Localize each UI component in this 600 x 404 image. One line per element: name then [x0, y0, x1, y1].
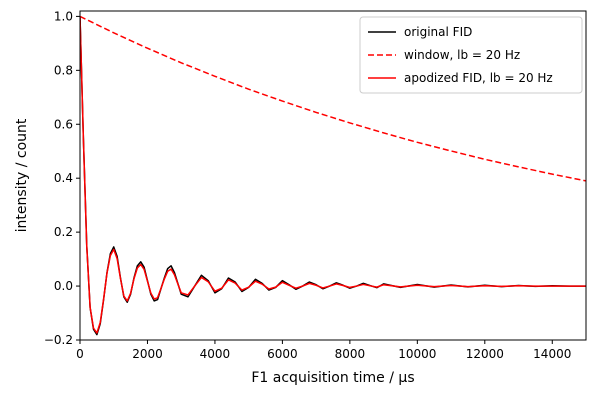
y-tick-label: 0.4: [54, 171, 73, 185]
legend-label: apodized FID, lb = 20 Hz: [404, 71, 553, 85]
plot-lines: [80, 15, 586, 336]
x-axis-label: F1 acquisition time / µs: [251, 370, 414, 386]
x-tick-label: 8000: [335, 347, 366, 361]
x-tick-label: 0: [76, 347, 84, 361]
x-axis-ticks: 0 2000 4000 6000 8000 10000 12000 14000: [76, 340, 571, 361]
x-tick-label: 14000: [533, 347, 571, 361]
x-tick-label: 12000: [466, 347, 504, 361]
x-tick-label: 10000: [398, 347, 436, 361]
y-tick-label: 0.2: [54, 225, 73, 239]
y-tick-label: 0.6: [54, 117, 73, 131]
y-tick-label: 0.0: [54, 279, 73, 293]
legend-box: [359, 16, 583, 94]
x-tick-label: 4000: [200, 347, 231, 361]
plot-frame: [79, 10, 587, 341]
y-axis-ticks: −0.2 0.0 0.2 0.4 0.6 0.8 1.0: [44, 9, 80, 347]
x-tick-label: 6000: [267, 347, 298, 361]
legend-label: window, lb = 20 Hz: [404, 48, 520, 62]
legend: original FID window, lb = 20 Hz apodized F…: [359, 16, 583, 94]
y-tick-label: 0.8: [54, 63, 73, 77]
y-tick-label: 1.0: [54, 9, 73, 23]
series-line-3: [80, 16, 586, 334]
legend-label: original FID: [404, 25, 472, 39]
y-axis-label: intensity / count: [14, 118, 30, 232]
series-line-2: [80, 15, 586, 182]
x-tick-label: 2000: [132, 347, 163, 361]
y-tick-label: −0.2: [44, 333, 73, 347]
